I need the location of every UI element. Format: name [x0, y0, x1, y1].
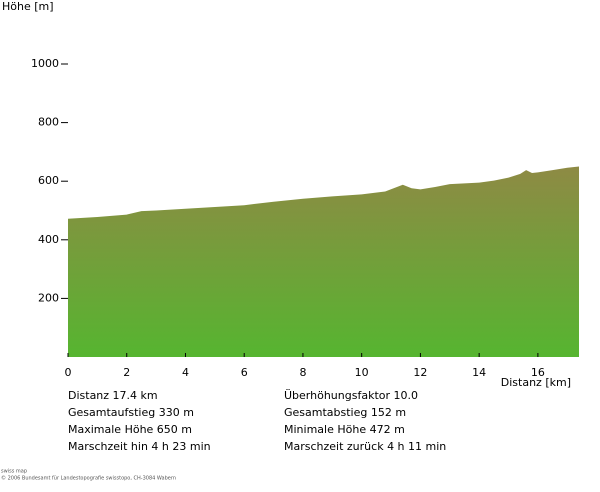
- footer-text: swiss map: [1, 469, 27, 475]
- y-tick-label: 200: [38, 291, 59, 304]
- stat-line: Marschzeit zurück 4 h 11 min: [284, 440, 446, 453]
- stat-line: Minimale Höhe 472 m: [284, 423, 405, 436]
- x-tick-label: 6: [241, 366, 248, 379]
- x-tick-label: 10: [355, 366, 369, 379]
- stat-line: Marschzeit hin 4 h 23 min: [68, 440, 211, 453]
- stat-line: Gesamtaufstieg 330 m: [68, 406, 194, 419]
- x-tick-label: 14: [472, 366, 486, 379]
- footer-text: © 2006 Bundesamt für Landestopografie sw…: [1, 475, 176, 482]
- y-tick-label: 1000: [31, 57, 59, 70]
- x-tick-label: 0: [65, 366, 72, 379]
- y-tick-label: 400: [38, 233, 59, 246]
- stat-line: Überhöhungsfaktor 10.0: [284, 389, 418, 402]
- stat-line: Distanz 17.4 km: [68, 389, 158, 402]
- y-axis-label: Höhe [m]: [2, 0, 54, 13]
- stat-line: Maximale Höhe 650 m: [68, 423, 192, 436]
- stat-line: Gesamtabstieg 152 m: [284, 406, 406, 419]
- x-tick-label: 12: [413, 366, 427, 379]
- x-tick-label: 8: [299, 366, 306, 379]
- y-tick-label: 600: [38, 174, 59, 187]
- y-tick-label: 800: [38, 116, 59, 129]
- x-axis-label: Distanz [km]: [501, 376, 571, 389]
- x-tick-label: 16: [531, 366, 545, 379]
- elevation-area: [68, 166, 579, 357]
- x-tick-label: 4: [182, 366, 189, 379]
- x-tick-label: 2: [123, 366, 130, 379]
